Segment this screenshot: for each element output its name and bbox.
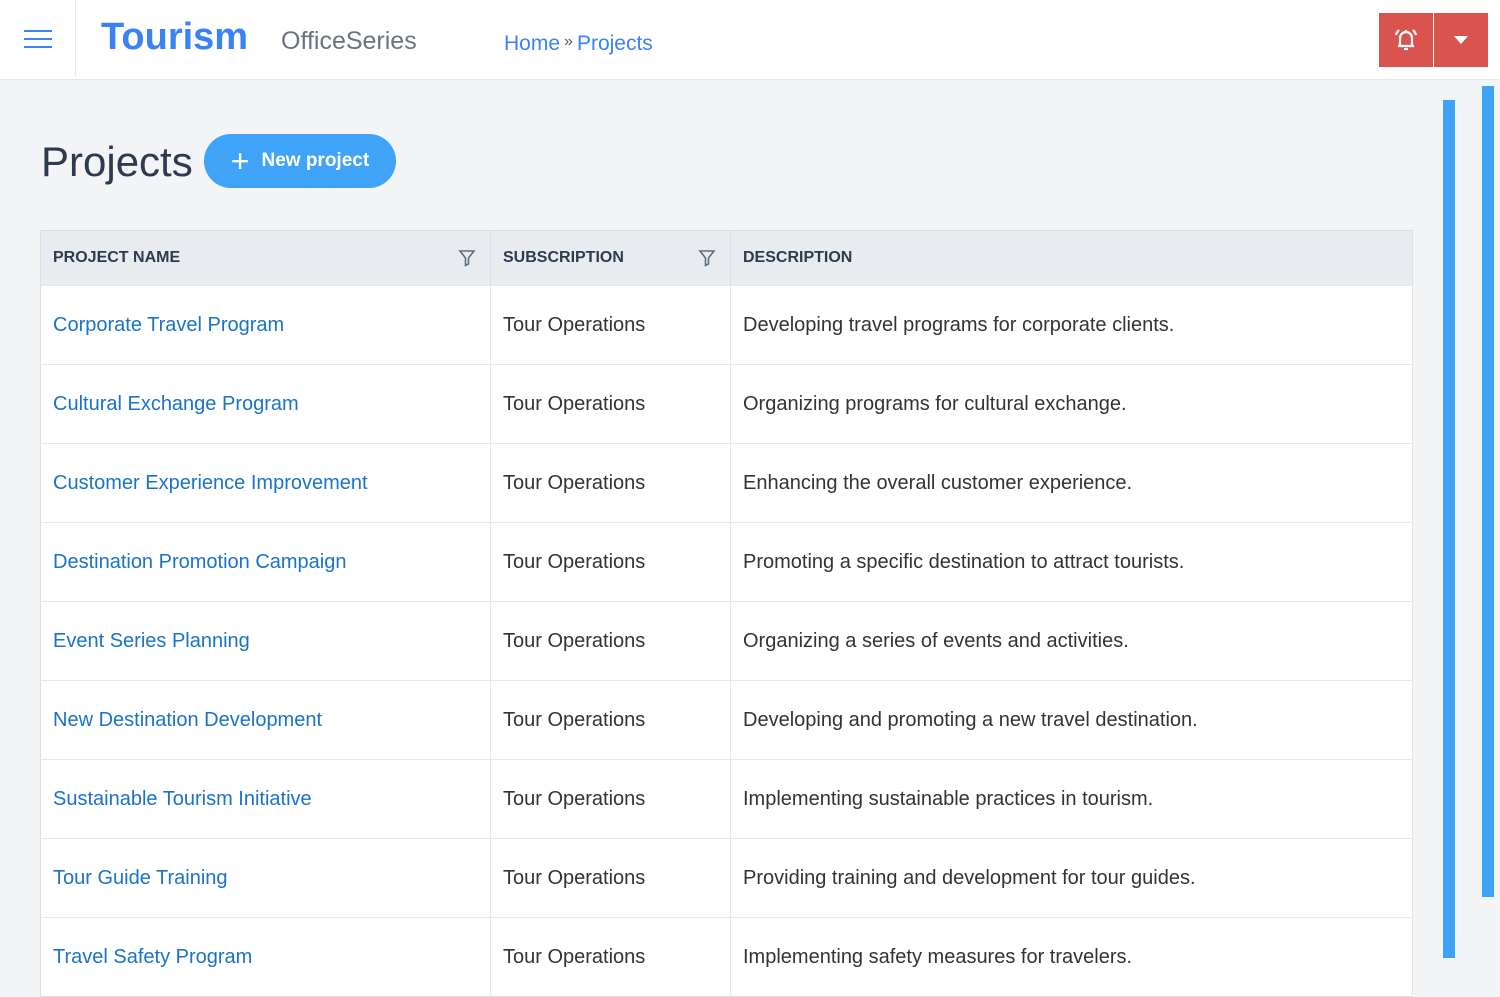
cell-description: Implementing sustainable practices in to… [730, 759, 1413, 839]
cell-subscription: Tour Operations [490, 522, 731, 602]
plus-icon: + [230, 143, 250, 179]
breadcrumb-separator: » [564, 33, 573, 50]
cell-description: Organizing programs for cultural exchang… [730, 364, 1413, 444]
cell-subscription: Tour Operations [490, 759, 731, 839]
cell-project-name: Destination Promotion Campaign [40, 522, 491, 602]
table-row: Travel Safety Program Tour Operations Impl… [40, 917, 1413, 997]
project-link[interactable]: Corporate Travel Program [53, 313, 285, 336]
column-header-description[interactable]: DESCRIPTION [730, 230, 1413, 286]
cell-subscription: Tour Operations [490, 680, 731, 760]
cell-description: Enhancing the overall customer experienc… [730, 443, 1413, 523]
cell-project-name: Sustainable Tourism Initiative [40, 759, 491, 839]
cell-description: Organizing a series of events and activi… [730, 601, 1413, 681]
column-header-project-name[interactable]: PROJECT NAME [40, 230, 491, 286]
project-link[interactable]: Event Series Planning [53, 629, 250, 652]
cell-project-name: Event Series Planning [40, 601, 491, 681]
project-link[interactable]: New Destination Development [53, 708, 323, 731]
cell-description: Promoting a specific destination to attr… [730, 522, 1413, 602]
cell-project-name: New Destination Development [40, 680, 491, 760]
cell-project-name: Travel Safety Program [40, 917, 491, 997]
cell-project-name: Corporate Travel Program [40, 285, 491, 365]
cell-subscription: Tour Operations [490, 601, 731, 681]
cell-subscription: Tour Operations [490, 285, 731, 365]
user-dropdown-button[interactable] [1434, 13, 1488, 67]
new-project-button[interactable]: + New project [204, 134, 396, 188]
new-project-label: New project [261, 150, 370, 171]
cell-subscription: Tour Operations [490, 838, 731, 918]
table-row: Customer Experience Improvement Tour Oper… [40, 443, 1413, 523]
cell-description: Implementing safety measures for travele… [730, 917, 1413, 997]
product-name: OfficeSeries [281, 27, 417, 55]
cell-description: Developing and promoting a new travel de… [730, 680, 1413, 760]
divider [75, 0, 76, 76]
projects-table: PROJECT NAME SUBSCRIPTION DESCRIPTION Co… [40, 230, 1413, 997]
table-row: Sustainable Tourism Initiative Tour Opera… [40, 759, 1413, 839]
notifications-button[interactable] [1379, 13, 1433, 67]
cell-subscription: Tour Operations [490, 443, 731, 523]
brand-logo[interactable]: Tourism [101, 16, 249, 58]
table-row: New Destination Development Tour Operatio… [40, 680, 1413, 760]
project-link[interactable]: Cultural Exchange Program [53, 392, 299, 415]
page-title: Projects [41, 138, 193, 185]
hamburger-menu-icon[interactable] [24, 30, 52, 48]
project-link[interactable]: Sustainable Tourism Initiative [53, 787, 312, 810]
cell-description: Providing training and development for t… [730, 838, 1413, 918]
table-row: Event Series Planning Tour Operations Orga… [40, 601, 1413, 681]
breadcrumb-home[interactable]: Home [504, 32, 561, 55]
cell-project-name: Customer Experience Improvement [40, 443, 491, 523]
project-link[interactable]: Destination Promotion Campaign [53, 550, 347, 573]
filter-icon[interactable] [458, 249, 476, 267]
caret-down-icon [1454, 36, 1468, 44]
top-bar: Tourism OfficeSeries Home» Projects [0, 0, 1500, 80]
cell-project-name: Tour Guide Training [40, 838, 491, 918]
project-link[interactable]: Customer Experience Improvement [53, 471, 368, 494]
cell-subscription: Tour Operations [490, 364, 731, 444]
table-row: Destination Promotion Campaign Tour Opera… [40, 522, 1413, 602]
breadcrumb-current[interactable]: Projects [576, 32, 653, 55]
bell-icon [1394, 29, 1418, 51]
scrollbar[interactable] [1443, 100, 1455, 958]
cell-subscription: Tour Operations [490, 917, 731, 997]
table-row: Cultural Exchange Program Tour Operations… [40, 364, 1413, 444]
breadcrumb: Home» Projects [504, 32, 653, 56]
project-link[interactable]: Tour Guide Training [53, 866, 228, 889]
table-row: Tour Guide Training Tour Operations Provid… [40, 838, 1413, 918]
cell-description: Developing travel programs for corporate… [730, 285, 1413, 365]
cell-project-name: Cultural Exchange Program [40, 364, 491, 444]
scrollbar[interactable] [1482, 86, 1494, 897]
column-header-subscription[interactable]: SUBSCRIPTION [490, 230, 731, 286]
filter-icon[interactable] [698, 249, 716, 267]
project-link[interactable]: Travel Safety Program [53, 945, 253, 968]
table-row: Corporate Travel Program Tour Operations D… [40, 285, 1413, 365]
